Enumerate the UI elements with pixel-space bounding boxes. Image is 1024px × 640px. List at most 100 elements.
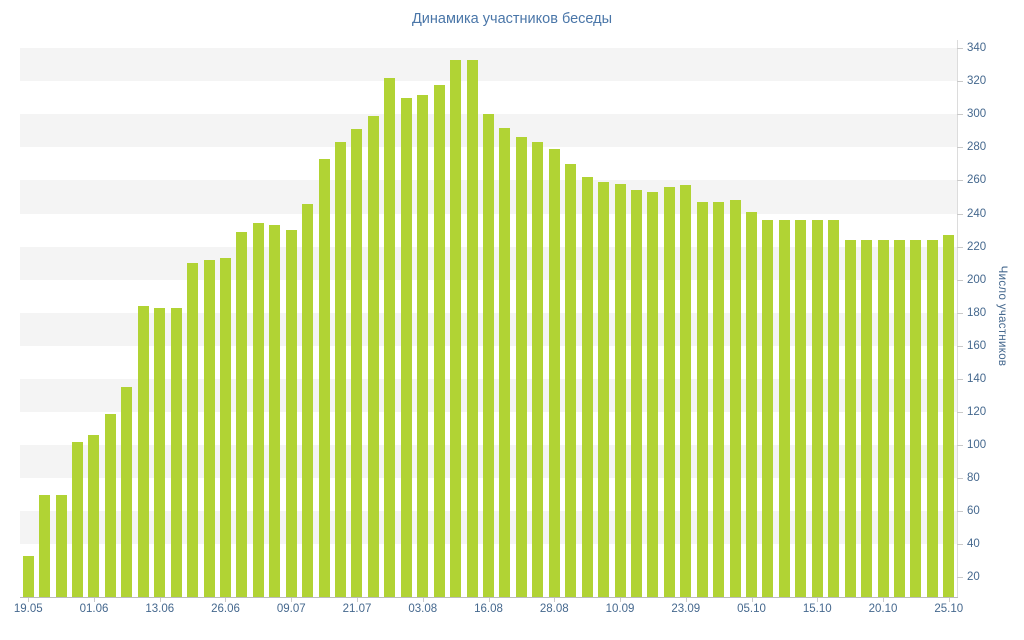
bar[interactable] [910, 239, 922, 597]
bar[interactable] [844, 239, 856, 597]
bar[interactable] [170, 307, 182, 597]
bar[interactable] [384, 77, 396, 597]
bar[interactable] [499, 127, 511, 597]
bar[interactable] [302, 203, 314, 597]
bar[interactable] [713, 201, 725, 597]
bar[interactable] [565, 163, 577, 597]
bar[interactable] [762, 220, 774, 597]
bar[interactable] [203, 259, 215, 597]
bar[interactable] [614, 183, 626, 597]
y-tick-label: 80 [967, 471, 980, 484]
y-tick-label: 240 [967, 207, 987, 220]
x-tick-mark [685, 598, 687, 602]
bar[interactable] [154, 307, 166, 597]
x-tick-mark [751, 598, 753, 602]
bar[interactable] [926, 239, 938, 597]
bar[interactable] [483, 114, 494, 597]
bar[interactable] [532, 142, 544, 597]
bar[interactable] [219, 258, 231, 597]
y-tick-label: 220 [967, 240, 987, 253]
bar[interactable] [72, 441, 84, 597]
bar[interactable] [548, 149, 560, 597]
x-tick-label: 01.06 [79, 603, 109, 615]
x-tick-label: 28.08 [539, 603, 569, 615]
bar[interactable] [137, 306, 149, 597]
x-tick-mark [554, 598, 556, 602]
x-tick-label: 10.09 [605, 603, 635, 615]
x-tick-label: 19.05 [13, 603, 43, 615]
x-tick-label: 20.10 [868, 603, 898, 615]
y-axis-title: Число участников [996, 265, 1008, 367]
bar[interactable] [663, 187, 675, 597]
bar[interactable] [417, 94, 429, 597]
y-tick-label: 100 [967, 438, 987, 451]
y-tick-label: 180 [967, 306, 987, 319]
x-tick-mark [422, 598, 424, 602]
x-tick-label: 21.07 [342, 603, 372, 615]
bar[interactable] [729, 200, 741, 597]
bar[interactable] [861, 239, 873, 597]
grid-band [20, 48, 957, 82]
bar[interactable] [269, 225, 281, 597]
y-tick-label: 120 [967, 405, 987, 418]
bar[interactable] [433, 84, 445, 597]
bar[interactable] [252, 223, 264, 597]
bar[interactable] [22, 555, 34, 597]
bar[interactable] [187, 263, 199, 597]
x-tick-mark [225, 598, 227, 602]
bar[interactable] [828, 220, 840, 597]
bar[interactable] [318, 158, 330, 597]
y-tick-mark [957, 544, 963, 546]
x-tick-mark [356, 598, 358, 602]
bar[interactable] [647, 192, 659, 597]
bar[interactable] [811, 220, 823, 597]
bar[interactable] [351, 129, 363, 597]
bar[interactable] [696, 201, 708, 597]
bar[interactable] [104, 413, 116, 597]
bar[interactable] [581, 177, 593, 597]
bar[interactable] [515, 137, 527, 597]
x-tick-mark [883, 598, 885, 602]
bar[interactable] [39, 494, 51, 597]
bar[interactable] [598, 182, 610, 597]
bar[interactable] [88, 435, 100, 597]
x-tick-mark [948, 598, 950, 602]
y-tick-label: 260 [967, 174, 987, 187]
x-tick-label: 16.08 [474, 603, 503, 615]
bar[interactable] [55, 494, 67, 597]
bar[interactable] [893, 239, 905, 597]
y-tick-label: 140 [967, 372, 987, 385]
plot-area [20, 35, 957, 597]
x-tick-label: 15.10 [802, 603, 832, 615]
bar[interactable] [630, 190, 642, 597]
bar[interactable] [121, 387, 133, 597]
x-tick-label: 13.06 [145, 603, 175, 615]
x-tick-mark [291, 598, 293, 602]
x-tick-mark [620, 598, 621, 602]
x-tick-mark [28, 598, 30, 602]
y-tick-label: 60 [967, 505, 980, 518]
bar[interactable] [335, 142, 347, 597]
x-tick-label: 03.08 [408, 603, 438, 615]
bar[interactable] [466, 59, 478, 597]
y-tick-label: 200 [967, 273, 987, 286]
x-tick-label: 09.07 [276, 603, 306, 615]
bar[interactable] [746, 211, 758, 597]
bar[interactable] [367, 116, 379, 597]
x-axis-line [20, 597, 958, 598]
bar[interactable] [795, 220, 807, 597]
bar[interactable] [877, 239, 889, 597]
y-axis-line [957, 40, 958, 597]
y-tick-mark [957, 477, 963, 479]
bar[interactable] [236, 231, 248, 597]
y-tick-label: 340 [967, 42, 987, 55]
bar[interactable] [778, 220, 790, 597]
bar[interactable] [285, 230, 297, 597]
y-tick-label: 280 [967, 141, 987, 154]
bar[interactable] [680, 185, 692, 597]
y-tick-label: 20 [967, 571, 980, 584]
bar[interactable] [450, 59, 462, 597]
y-tick-mark [957, 81, 963, 83]
bar[interactable] [400, 97, 412, 597]
bar[interactable] [943, 235, 955, 597]
